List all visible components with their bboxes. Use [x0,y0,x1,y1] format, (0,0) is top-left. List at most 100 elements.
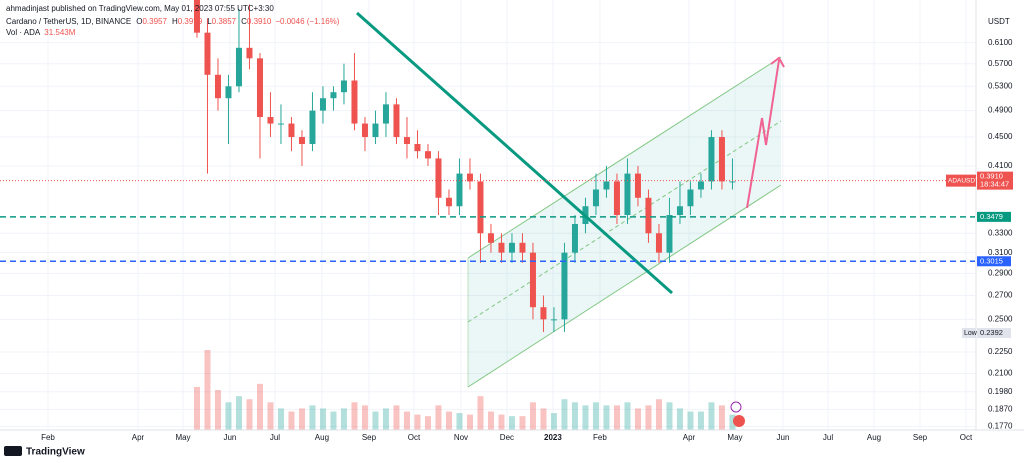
volume-bar [529,402,536,430]
candle-body [697,181,704,190]
candle-body [603,181,610,190]
earnings-icon[interactable] [733,415,745,427]
volume-bar [634,408,641,430]
x-tick-label: Jul [270,433,280,442]
y-tick-label: 0.3100 [988,248,1013,257]
volume-bar [676,408,683,430]
volume-bar [613,405,620,430]
candle-body [330,92,337,99]
volume-bar [466,414,473,430]
volume-bar [330,411,337,430]
x-tick-label: May [175,433,190,442]
volume-value: 31.543M [44,28,75,37]
x-tick-label: Nov [454,433,468,442]
volume-bar [424,416,431,430]
trend-line [356,11,673,295]
low-box [962,328,976,339]
volume-bar [708,402,715,430]
price-symbol: ADAUSDT [948,177,979,184]
candle-body [508,242,515,253]
volume-bar [603,405,610,430]
candle-body [613,181,620,215]
volume-bar [298,408,305,430]
projection-path [746,59,780,209]
y-tick-label: 0.2100 [988,369,1013,378]
brand: TradingView [26,447,85,458]
candle-body [561,252,568,320]
axes: 0.6100 0.5700 0.5300 0.4900 0.4500 0.4100 0.33… [41,38,1013,442]
currency: USDT [988,17,1010,26]
volume-bar [655,399,662,430]
x-tick-label: Jun [777,433,790,442]
volume-bar [361,405,368,430]
candle-body [256,58,263,118]
y-tick-label: 0.1870 [988,405,1013,414]
candle-body [487,233,494,243]
candle-body [372,123,379,138]
ohlc-label: H [172,17,178,26]
volume-bar [277,408,284,430]
ohlc-label: L [207,17,212,26]
grid [0,0,975,430]
candle-body [634,173,641,198]
channel-upper [467,56,782,259]
volume-line: Vol · ADA 31.543M [6,28,76,37]
level-label: 0.3479 [980,212,1003,221]
candle-body [592,189,599,207]
level-box [977,256,1011,267]
volume-bar [508,416,515,430]
volume-bar [340,408,347,430]
volume-bar [351,402,358,430]
x-tick-label: Feb [41,433,55,442]
ohlc-value: 0.3910 [247,17,272,26]
channel-lower [467,184,782,388]
level-box [977,211,1011,222]
candle-body [309,110,316,145]
x-tick-label: Jul [823,433,833,442]
low-value-box [977,328,1011,339]
price-countdown: 18:34:47 [980,180,1009,189]
volume-bar [498,414,505,430]
volume-bar [288,411,295,430]
volume-bar [445,411,452,430]
x-tick-label: Aug [315,433,329,442]
ohlc-value: 0.3857 [212,17,237,26]
candle-body [403,137,410,145]
volume-bar [456,413,463,430]
candle-body [214,74,221,99]
volume-bar [592,402,599,430]
volume-bar [319,408,326,430]
x-tick-label: Apr [683,433,696,442]
ohlc-value: 0.3979 [178,17,203,26]
volume-bar [382,408,389,430]
volume-label: Vol · ADA [6,28,41,37]
volume-bar [540,408,547,430]
projection-arrowhead [770,56,785,68]
candle-body [529,252,536,308]
symbol-line: Cardano / TetherUS, 1D, BINANCE O0.3957 H0… [6,17,340,26]
volume-layer [193,350,736,430]
volume-bar [645,405,652,430]
ohlc-value: 0.3957 [142,17,167,26]
y-tick-label: 0.4100 [988,161,1013,170]
y-tick-label: 0.1770 [988,422,1013,431]
candle-body [298,137,305,145]
y-tick-label: 0.1980 [988,387,1013,396]
volume-bar [435,405,442,430]
candle-body [666,215,673,253]
y-tick-label: 0.2900 [988,268,1013,277]
candle-body [246,47,253,59]
volume-bar [666,402,673,430]
symbol: Cardano / TetherUS, 1D, BINANCE [6,17,131,26]
y-tick-label: 0.2250 [988,347,1013,356]
candle-body [288,123,295,138]
event-icon[interactable] [730,401,742,413]
candle-body [498,242,505,253]
candle-body [676,206,683,215]
x-tick-label: May [727,433,742,442]
logo [4,446,22,456]
x-tick-label: Dec [500,433,514,442]
level-label: 0.3015 [980,256,1003,265]
